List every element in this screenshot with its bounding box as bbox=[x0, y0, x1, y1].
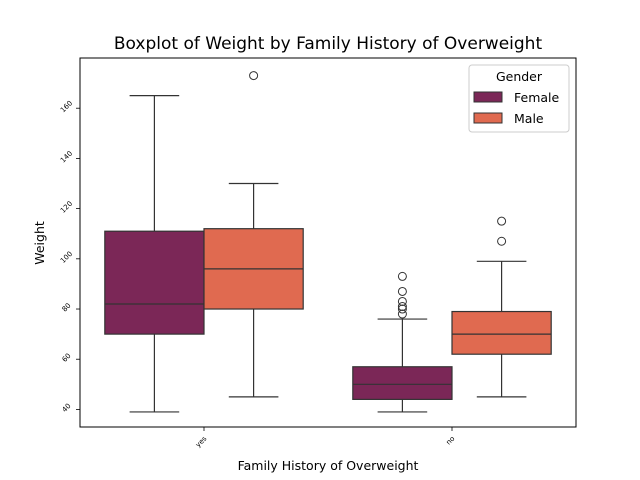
y-axis-ticks: 40 60 80 100 120 140 160 bbox=[59, 99, 80, 414]
x-tick-label: no bbox=[445, 435, 457, 447]
iqr-box bbox=[104, 230, 205, 335]
legend: Gender Female Male bbox=[468, 64, 570, 133]
x-tick-label: yes bbox=[194, 435, 208, 449]
legend-swatch-female bbox=[473, 91, 503, 103]
x-axis-label: Family History of Overweight bbox=[238, 458, 419, 473]
y-tick-label: 160 bbox=[59, 99, 74, 114]
legend-title: Gender bbox=[496, 69, 543, 84]
y-tick-label: 80 bbox=[61, 302, 73, 314]
box-female-no bbox=[352, 271, 453, 413]
plot-frame bbox=[79, 57, 577, 428]
box-female-yes bbox=[104, 95, 205, 413]
plot-area: 40 60 80 100 120 140 160 yes no bbox=[59, 57, 577, 449]
legend-label-male: Male bbox=[514, 111, 544, 126]
x-axis-ticks: yes no bbox=[194, 427, 456, 449]
y-tick-label: 60 bbox=[61, 352, 73, 364]
y-tick-label: 120 bbox=[59, 200, 74, 215]
y-tick-label: 40 bbox=[61, 402, 73, 414]
legend-label-female: Female bbox=[514, 90, 560, 105]
outlier-point bbox=[249, 71, 259, 81]
iqr-box bbox=[352, 366, 453, 400]
legend-swatch-male bbox=[473, 112, 503, 124]
chart-title: Boxplot of Weight by Family History of O… bbox=[114, 34, 543, 54]
box-male-yes bbox=[203, 71, 304, 398]
y-axis-label: Weight bbox=[32, 221, 47, 265]
outlier-point bbox=[497, 236, 507, 246]
box-male-no bbox=[451, 216, 552, 398]
outlier-point bbox=[397, 302, 407, 312]
y-tick-label: 140 bbox=[59, 149, 74, 164]
boxes-group bbox=[104, 71, 552, 413]
outlier-point bbox=[397, 286, 407, 296]
outlier-point bbox=[397, 296, 407, 306]
legend-items: Female Male bbox=[473, 90, 560, 126]
outlier-point bbox=[497, 216, 507, 226]
iqr-box bbox=[451, 310, 552, 355]
outlier-point bbox=[397, 271, 407, 281]
y-tick-label: 100 bbox=[59, 250, 74, 265]
